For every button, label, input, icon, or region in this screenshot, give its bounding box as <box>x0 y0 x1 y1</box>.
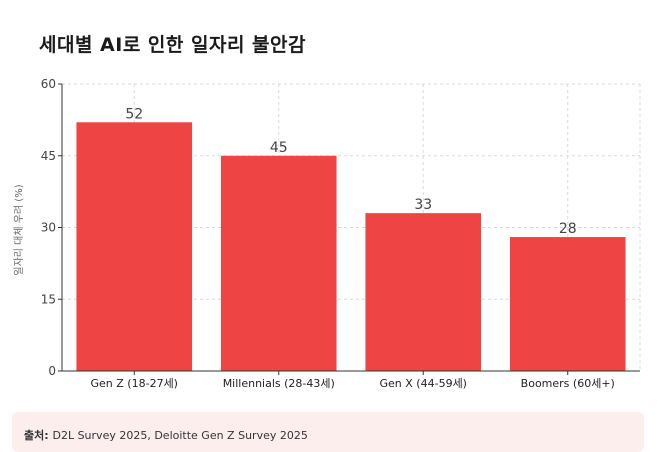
bar <box>365 213 482 371</box>
source-body: D2L Survey 2025, Deloitte Gen Z Survey 2… <box>52 429 308 442</box>
bar-value-label: 33 <box>414 197 432 213</box>
bar <box>220 155 337 371</box>
source-box: 출처: D2L Survey 2025, Deloitte Gen Z Surv… <box>12 412 644 452</box>
y-tick-label: 60 <box>41 77 56 91</box>
x-tick-label: Boomers (60세+) <box>521 377 615 390</box>
axes: 0 15 30 45 60 Gen Z (18-27세) Millennials (28-4… <box>41 77 640 390</box>
y-tick-label: 30 <box>41 221 56 235</box>
source-label: 출처: <box>24 429 49 442</box>
bar-chart: 52 45 33 28 0 15 30 45 60 Gen Z (18-27세) Millenni… <box>13 77 641 390</box>
chart-title: 세대별 AI로 인한 일자리 불안감 <box>39 34 306 56</box>
bar-value-label: 45 <box>270 140 288 156</box>
bars: 52 45 33 28 <box>76 106 626 372</box>
bar <box>509 237 626 371</box>
x-tick-label: Gen X (44-59세) <box>380 377 467 390</box>
y-tick-label: 45 <box>41 149 56 163</box>
y-axis-label: 일자리 대체 우려 (%) <box>13 184 25 275</box>
bar <box>76 122 193 372</box>
x-tick-label: Gen Z (18-27세) <box>91 377 178 390</box>
x-tick-label: Millennials (28-43세) <box>223 377 335 390</box>
bar-value-label: 52 <box>125 106 143 122</box>
y-tick-label: 0 <box>48 364 56 378</box>
bar-value-label: 28 <box>559 221 577 237</box>
y-tick-label: 15 <box>41 292 56 306</box>
source-text: 출처: D2L Survey 2025, Deloitte Gen Z Surv… <box>24 427 308 443</box>
